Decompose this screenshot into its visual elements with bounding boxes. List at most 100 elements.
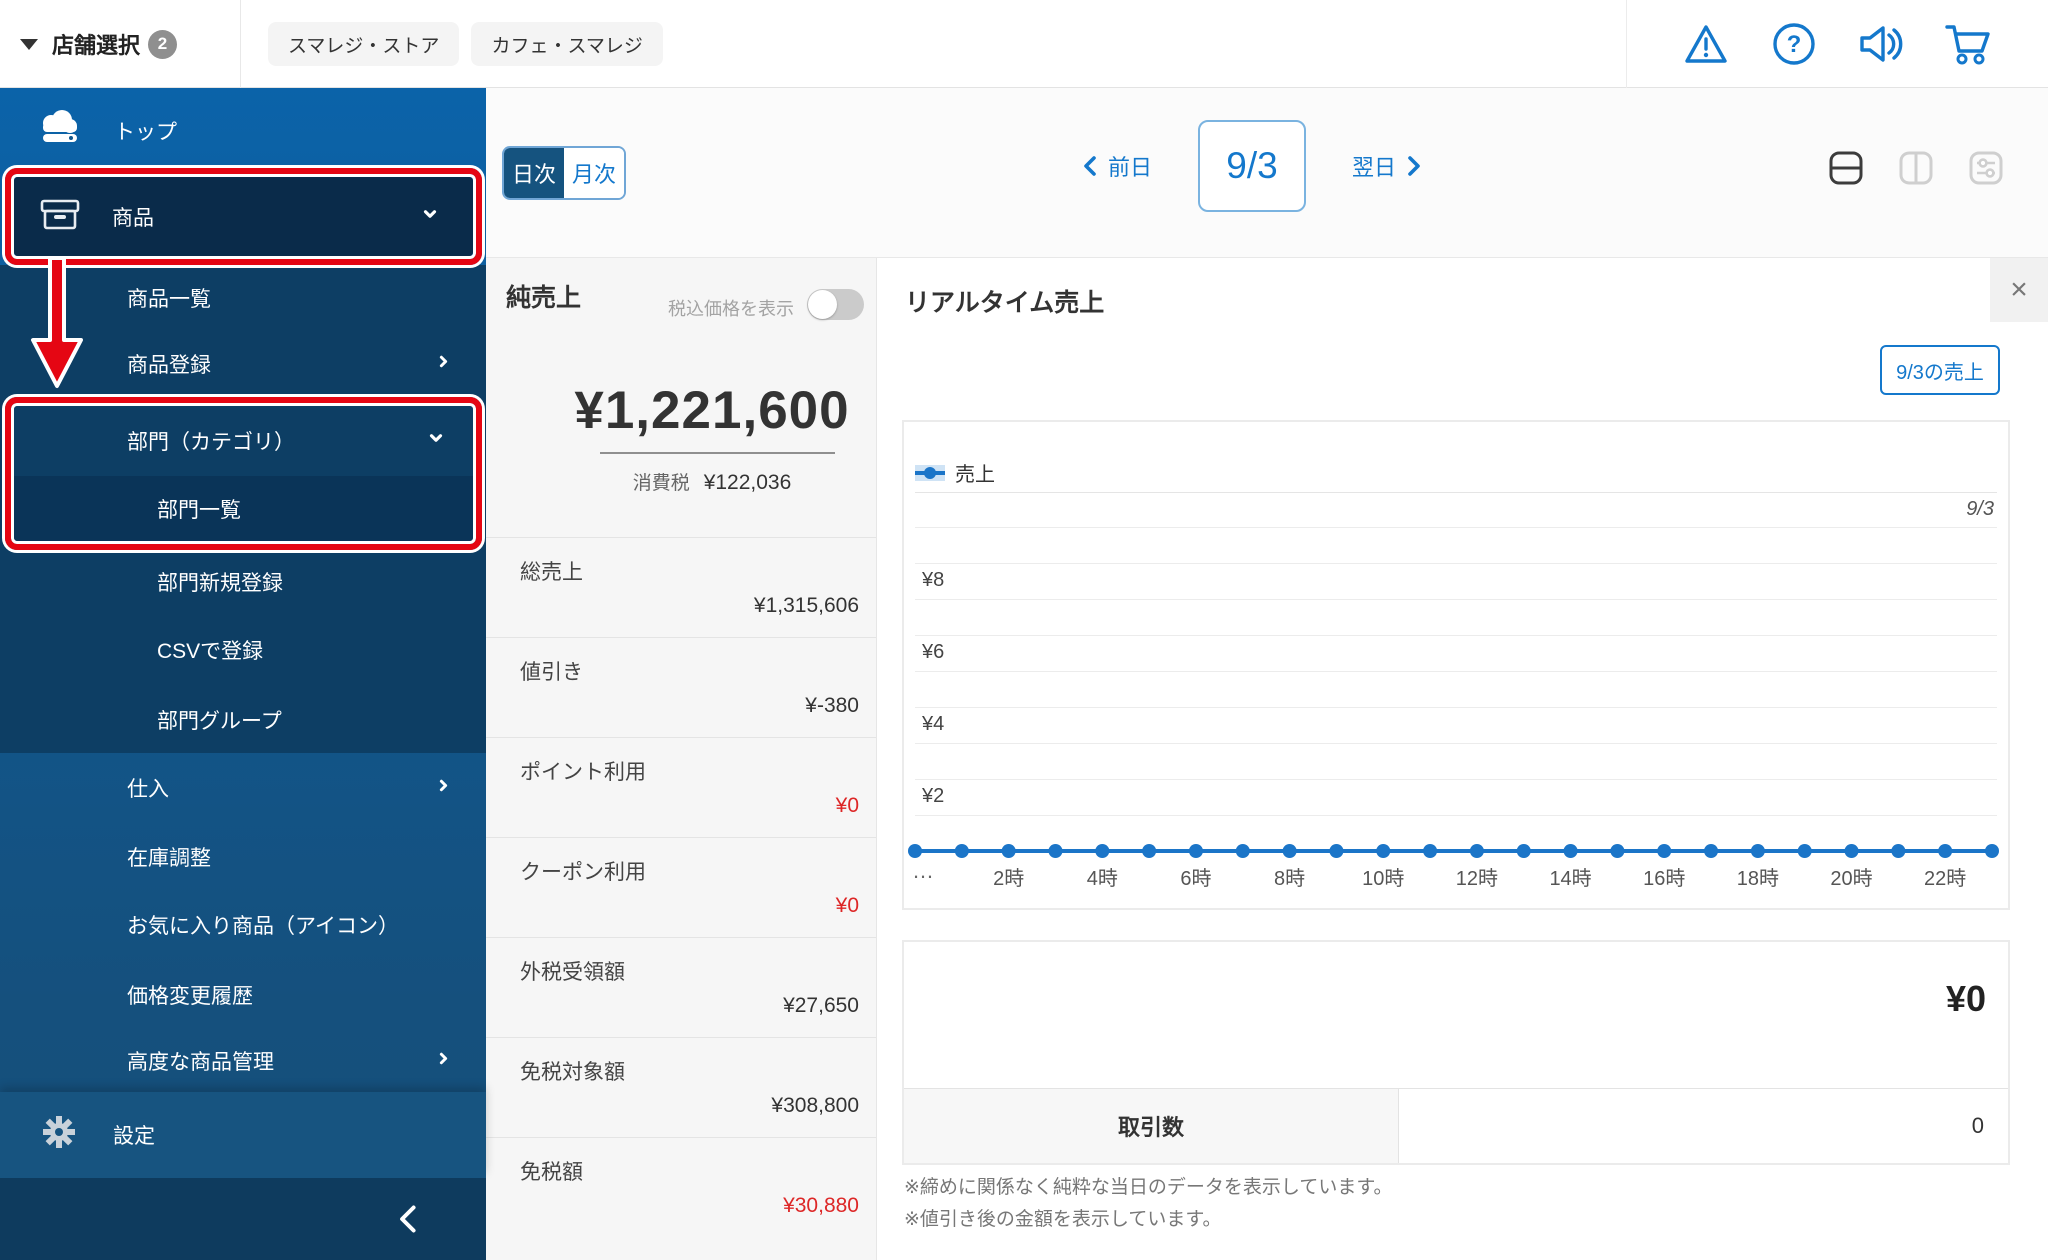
x-axis-label: 14時 — [1549, 868, 1592, 890]
next-day-button[interactable]: 翌日 — [1352, 150, 1422, 182]
data-point — [1095, 844, 1110, 858]
annotation-box-product: 商品 — [5, 168, 482, 265]
legend-separator — [915, 492, 1997, 493]
consumption-tax-row: 消費税 ¥122,036 — [548, 468, 876, 495]
stat-label: 免税対象額 — [520, 1061, 625, 1084]
close-icon[interactable]: × — [1990, 258, 2048, 322]
sidebar-item-label: トップ — [114, 121, 177, 144]
x-axis-label: 16時 — [1643, 868, 1686, 890]
store-tab-cafe-smaregi[interactable]: カフェ・スマレジ — [471, 22, 663, 66]
transaction-count-row: 取引数 0 — [904, 1088, 2008, 1163]
data-point — [1891, 844, 1906, 858]
period-daily-button[interactable]: 日次 — [504, 148, 564, 198]
stat-value: ¥-380 — [805, 694, 859, 717]
sidebar-item-settings[interactable]: 設定 — [0, 1092, 486, 1178]
sidebar-settings-background — [0, 1092, 486, 1178]
layout-settings-icon[interactable] — [1968, 150, 2004, 186]
next-day-label: 翌日 — [1352, 155, 1397, 180]
stat-row-gross-sales: 総売上 ¥1,315,606 — [486, 537, 876, 637]
cart-icon[interactable] — [1943, 18, 1995, 70]
sidebar-nav: トップ 商品 商品一覧 商品登録 — [0, 88, 486, 1260]
store-count-badge: 2 — [148, 29, 178, 59]
layout-switcher — [1828, 150, 2004, 186]
x-axis-label: 2時 — [993, 868, 1025, 890]
tax-value: ¥122,036 — [703, 471, 792, 494]
net-sales-underline — [600, 452, 835, 454]
daily-sales-button[interactable]: 9/3の売上 — [1880, 345, 2000, 395]
tax-included-toggle[interactable] — [807, 289, 864, 320]
sidebar-item-advanced-product[interactable]: 高度な商品管理 — [0, 1030, 486, 1092]
alert-icon[interactable] — [1680, 18, 1732, 70]
gridline — [915, 815, 1997, 816]
content-header: 日次 月次 前日 9/3 翌日 — [486, 88, 2048, 258]
stat-row-external-tax: 外税受領額 ¥27,650 — [486, 937, 876, 1037]
period-monthly-button[interactable]: 月次 — [564, 148, 624, 198]
sidebar-item-favorite-products[interactable]: お気に入り商品（アイコン） — [0, 890, 486, 960]
transaction-summary-panel: ¥0 取引数 0 — [902, 940, 2010, 1165]
chevron-right-icon — [435, 352, 452, 376]
sidebar-item-category-new[interactable]: 部門新規登録 — [0, 550, 486, 613]
sidebar-item-product-register[interactable]: 商品登録 — [0, 330, 486, 397]
stat-label: 外税受領額 — [520, 961, 625, 984]
sidebar-item-label: 在庫調整 — [127, 846, 211, 870]
gridline — [915, 599, 1997, 600]
announcement-icon[interactable] — [1855, 18, 1907, 70]
stat-value: ¥0 — [835, 794, 859, 817]
prev-day-button[interactable]: 前日 — [1082, 150, 1152, 182]
data-point — [1001, 844, 1016, 858]
period-toggle: 日次 月次 — [502, 146, 626, 200]
data-point — [908, 844, 922, 858]
x-axis-label: 4時 — [1086, 868, 1118, 890]
store-tab-smaregi-store[interactable]: スマレジ・ストア — [268, 22, 460, 66]
stat-value: ¥308,800 — [771, 1094, 859, 1117]
chevron-down-icon — [421, 205, 439, 229]
sales-line-series — [908, 844, 1999, 858]
legend-line-marker-icon — [915, 464, 945, 481]
date-picker[interactable]: 9/3 — [1198, 120, 1307, 212]
gear-icon — [40, 1113, 78, 1157]
data-point — [1282, 844, 1297, 858]
y-axis-label: ¥8 — [922, 569, 945, 591]
summary-amount: ¥0 — [1945, 978, 1986, 1019]
sidebar-item-category-csv[interactable]: CSVで登録 — [0, 613, 486, 687]
gridline — [915, 743, 1997, 744]
note-line-1: ※締めに関係なく純粋な当日のデータを表示しています。 — [904, 1177, 1393, 1198]
sidebar-item-products[interactable]: 商品 — [14, 177, 473, 256]
sidebar-item-label: 価格変更履歴 — [127, 985, 253, 1008]
sidebar-item-purchase[interactable]: 仕入 — [0, 753, 486, 823]
sidebar-item-label: お気に入り商品（アイコン） — [127, 915, 399, 938]
data-point — [1657, 844, 1672, 858]
stat-row-points-used: ポイント利用 ¥0 — [486, 737, 876, 837]
stat-row-tax-free-target: 免税対象額 ¥308,800 — [486, 1037, 876, 1137]
sidebar-collapse-button[interactable] — [0, 1178, 486, 1260]
sidebar-item-label: 仕入 — [127, 778, 169, 801]
sidebar-item-category-group[interactable]: 部門グループ — [0, 687, 486, 753]
split-vertical-icon[interactable] — [1898, 150, 1934, 186]
x-axis-label: 8時 — [1274, 868, 1306, 890]
stat-value: ¥0 — [835, 894, 859, 917]
tax-toggle-label: 税込価格を表示 — [668, 299, 794, 319]
sidebar-item-product-list[interactable]: 商品一覧 — [0, 265, 486, 330]
store-selector[interactable]: 店舗選択 2 — [0, 0, 241, 88]
data-point — [1329, 844, 1344, 858]
stat-value: ¥27,650 — [783, 994, 859, 1017]
sidebar-item-label: 部門一覧 — [157, 498, 241, 522]
sidebar-item-category[interactable]: 部門（カテゴリ） — [14, 406, 473, 476]
chart-plot-area: 売上 9/3 ¥8 ¥6 ¥4 ¥2 … 2時 4時 6時 8時 10時 12時 14時 16時 18時 2… — [904, 422, 2008, 908]
sidebar-item-price-history[interactable]: 価格変更履歴 — [0, 960, 486, 1030]
data-point — [1376, 844, 1391, 858]
stat-label: 免税額 — [520, 1161, 583, 1184]
sidebar-item-category-list[interactable]: 部門一覧 — [14, 476, 473, 541]
toggle-knob — [808, 290, 837, 319]
gridline — [915, 635, 1997, 636]
data-point — [1188, 844, 1203, 858]
sidebar-item-label: 設定 — [113, 1125, 155, 1148]
gridline — [915, 707, 1997, 708]
sidebar-item-top[interactable]: トップ — [0, 94, 486, 168]
chart-legend-sales[interactable]: 売上 — [915, 458, 995, 487]
stat-value: ¥30,880 — [783, 1194, 859, 1217]
split-horizontal-icon[interactable] — [1828, 150, 1864, 186]
help-icon[interactable]: ? — [1768, 18, 1820, 70]
sidebar-item-stock-adjust[interactable]: 在庫調整 — [0, 823, 486, 890]
